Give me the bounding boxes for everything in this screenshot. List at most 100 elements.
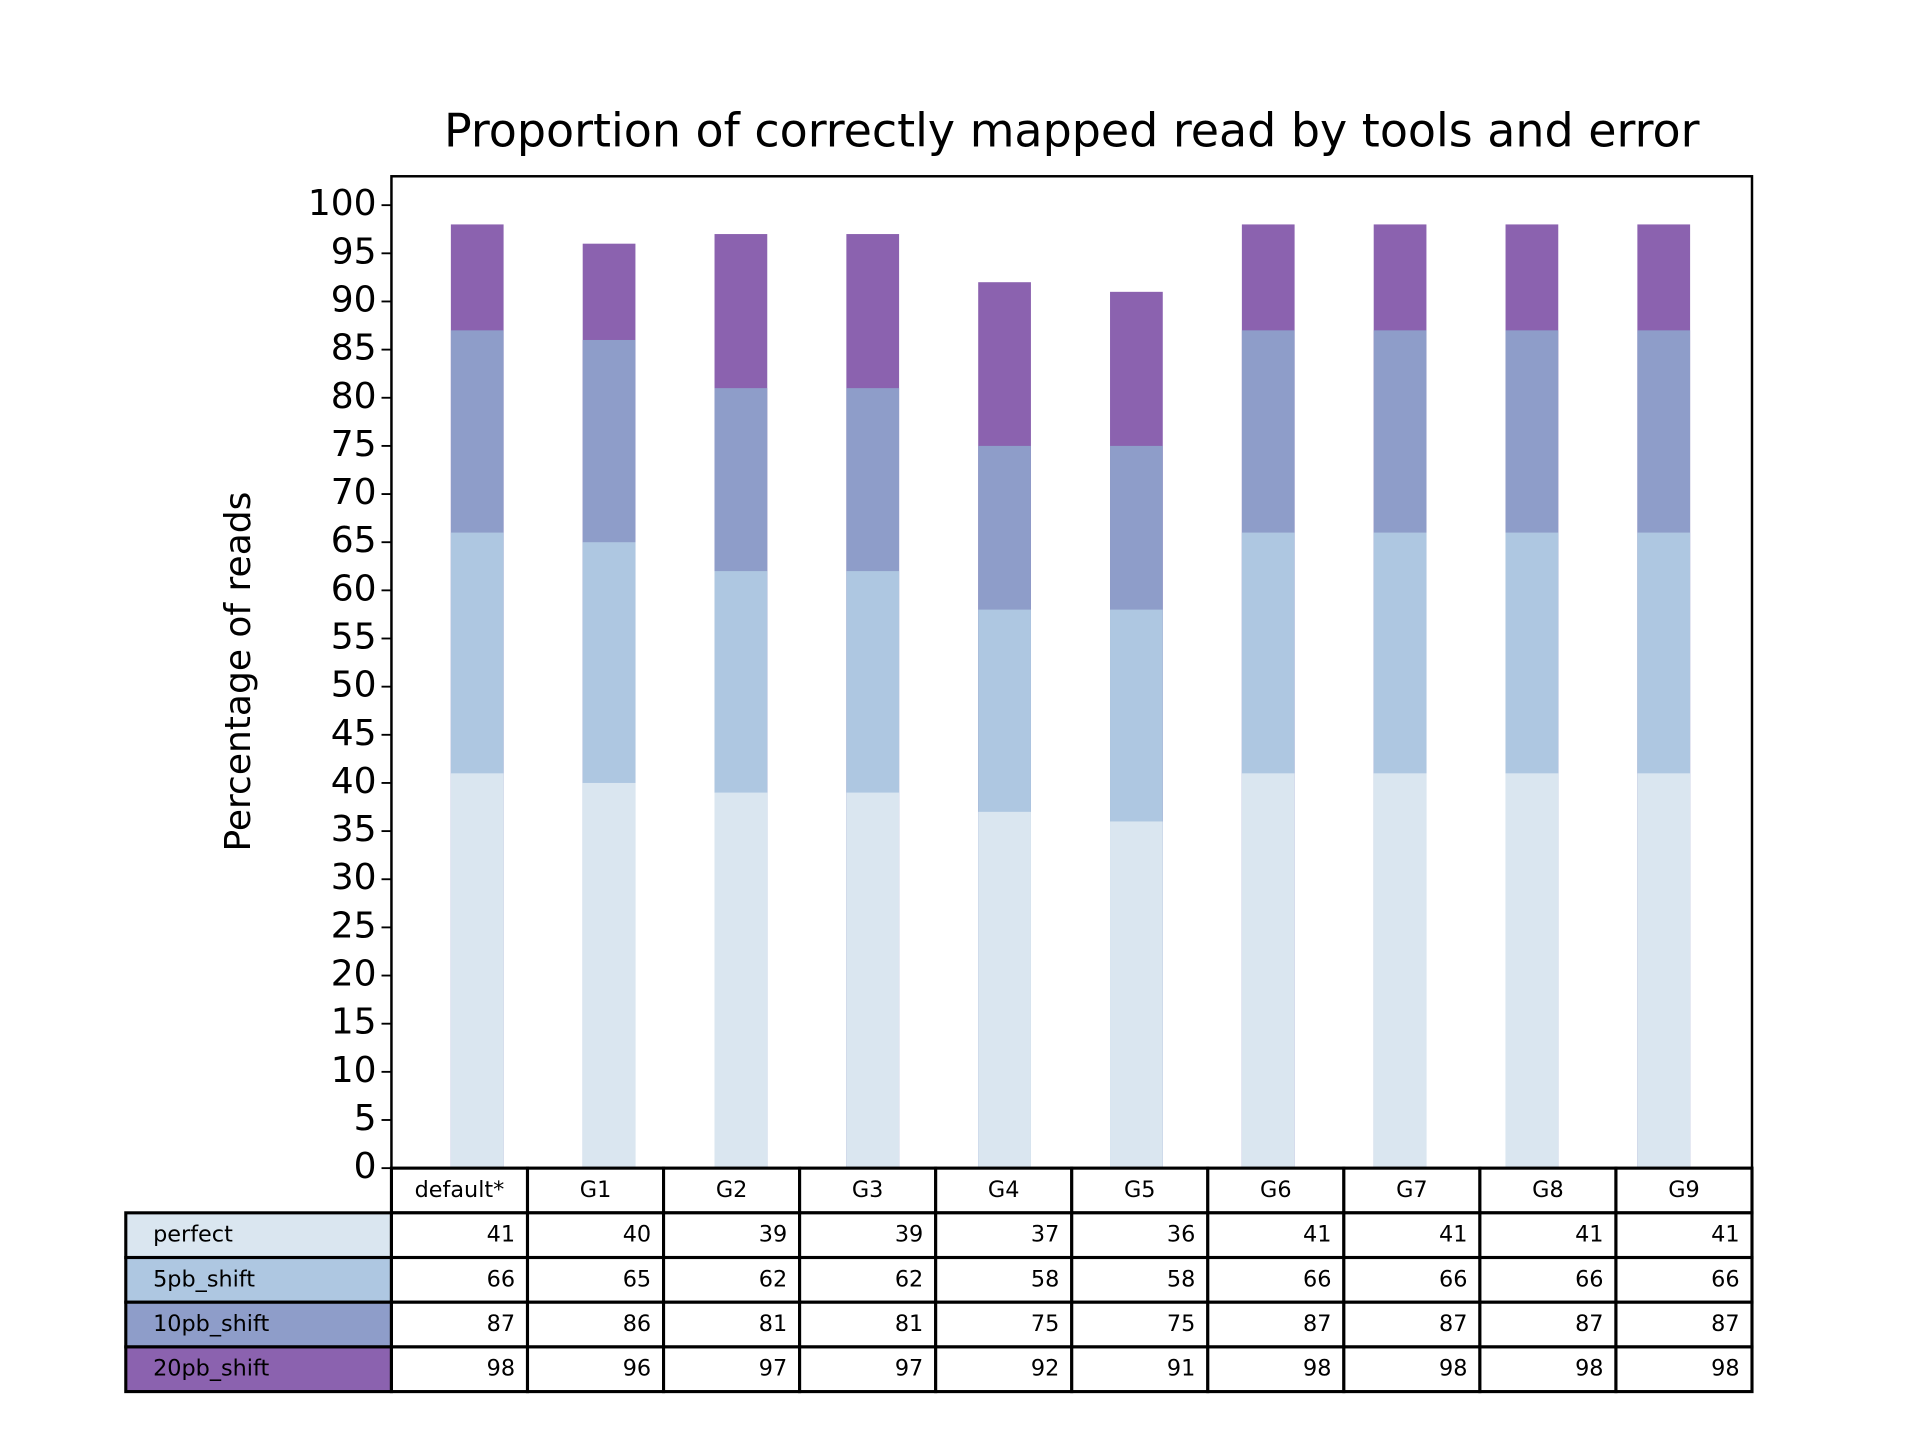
table-value: 92	[1031, 1356, 1059, 1382]
y-tick-label: 70	[331, 472, 377, 513]
table-cell	[1478, 1211, 1618, 1260]
table-value: 36	[1167, 1222, 1195, 1248]
table-cell	[1206, 1166, 1346, 1215]
y-tick-label: 40	[331, 761, 377, 802]
legend-label: 20pb_shift	[153, 1356, 269, 1382]
y-tick-label: 65	[331, 520, 377, 561]
table-cell	[1342, 1166, 1482, 1215]
y-tick-label: 50	[331, 665, 377, 706]
column-header: G5	[1124, 1177, 1156, 1203]
y-tick-label: 90	[331, 279, 377, 320]
y-tick-label: 95	[331, 231, 377, 272]
bar	[714, 792, 768, 1169]
y-tick-label: 5	[354, 1098, 377, 1139]
column-header: G8	[1532, 1177, 1564, 1203]
y-axis-label: Percentage of reads	[218, 492, 259, 852]
table-value: 66	[1711, 1266, 1739, 1292]
table-cell	[1342, 1255, 1482, 1304]
y-tick-label: 10	[331, 1050, 377, 1091]
table-cell	[1478, 1345, 1618, 1394]
table-cell	[124, 1345, 394, 1394]
table-value: 98	[487, 1356, 515, 1382]
table-cell	[1342, 1300, 1482, 1349]
table-value: 65	[623, 1266, 651, 1292]
y-tick-label: 30	[331, 857, 377, 898]
y-tick-label: 20	[331, 954, 377, 995]
y-tick-label: 0	[354, 1146, 377, 1187]
bar	[1241, 773, 1295, 1169]
table-cell	[389, 1211, 530, 1260]
column-header: G9	[1668, 1177, 1700, 1203]
table-value: 91	[1167, 1356, 1195, 1382]
table-value: 98	[1575, 1356, 1603, 1382]
table-value: 98	[1439, 1356, 1467, 1382]
table-cell	[124, 1255, 394, 1304]
table-cell	[1478, 1255, 1618, 1304]
table-value: 66	[1439, 1266, 1467, 1292]
y-tick-label: 100	[308, 183, 377, 224]
table-value: 62	[895, 1266, 923, 1292]
table-value: 58	[1167, 1266, 1195, 1292]
table-value: 87	[1711, 1311, 1739, 1337]
table-value: 41	[1575, 1222, 1603, 1248]
column-header: G3	[852, 1177, 884, 1203]
table-value: 58	[1031, 1266, 1059, 1292]
table-value: 41	[1711, 1222, 1739, 1248]
table-cell	[662, 1211, 802, 1260]
table-cell	[525, 1300, 666, 1349]
table-cell	[525, 1345, 666, 1394]
table-value: 66	[487, 1266, 515, 1292]
table-value: 41	[1439, 1222, 1467, 1248]
y-tick-label: 15	[331, 1002, 377, 1043]
table-cell	[1478, 1166, 1618, 1215]
y-tick-label: 80	[331, 376, 377, 417]
table-cell	[662, 1300, 802, 1349]
table-cell	[1478, 1300, 1618, 1349]
y-tick-label: 25	[331, 905, 377, 946]
table-value: 97	[895, 1356, 923, 1382]
bar	[582, 782, 636, 1169]
legend-label: 10pb_shift	[153, 1311, 269, 1337]
y-tick-label: 75	[331, 424, 377, 465]
table-value: 41	[487, 1222, 515, 1248]
table-cell	[934, 1345, 1074, 1394]
table-value: 87	[1575, 1311, 1603, 1337]
legend-label: 5pb_shift	[153, 1266, 255, 1292]
table-cell	[1614, 1300, 1754, 1349]
y-tick-label: 60	[331, 568, 377, 609]
table-cell	[525, 1255, 666, 1304]
chart-title: Proportion of correctly mapped read by t…	[444, 104, 1700, 158]
table-value: 66	[1575, 1266, 1603, 1292]
table-value: 41	[1303, 1222, 1331, 1248]
y-tick-label: 55	[331, 617, 377, 658]
column-header: G2	[716, 1177, 748, 1203]
column-header: G6	[1260, 1177, 1292, 1203]
table-cell	[124, 1300, 394, 1349]
legend-label: perfect	[153, 1222, 233, 1248]
y-tick-label: 85	[331, 328, 377, 369]
table-value: 98	[1303, 1356, 1331, 1382]
bar	[450, 773, 504, 1169]
table-value: 66	[1303, 1266, 1331, 1292]
y-tick-label: 35	[331, 809, 377, 850]
table-cell	[1342, 1345, 1482, 1394]
column-header: default*	[415, 1177, 505, 1203]
table-value: 39	[759, 1222, 787, 1248]
table-cell	[934, 1166, 1074, 1215]
table-value: 40	[623, 1222, 651, 1248]
table-value: 62	[759, 1266, 787, 1292]
table-value: 87	[1439, 1311, 1467, 1337]
bar	[1637, 773, 1691, 1169]
table-value: 86	[623, 1311, 651, 1337]
column-header: G4	[988, 1177, 1020, 1203]
table-value: 98	[1711, 1356, 1739, 1382]
table-value: 75	[1031, 1311, 1059, 1337]
table-cell	[389, 1300, 530, 1349]
table-value: 75	[1167, 1311, 1195, 1337]
table-cell	[1070, 1345, 1210, 1394]
table-cell	[1614, 1345, 1754, 1394]
table-cell	[934, 1255, 1074, 1304]
table-cell	[1614, 1211, 1754, 1260]
